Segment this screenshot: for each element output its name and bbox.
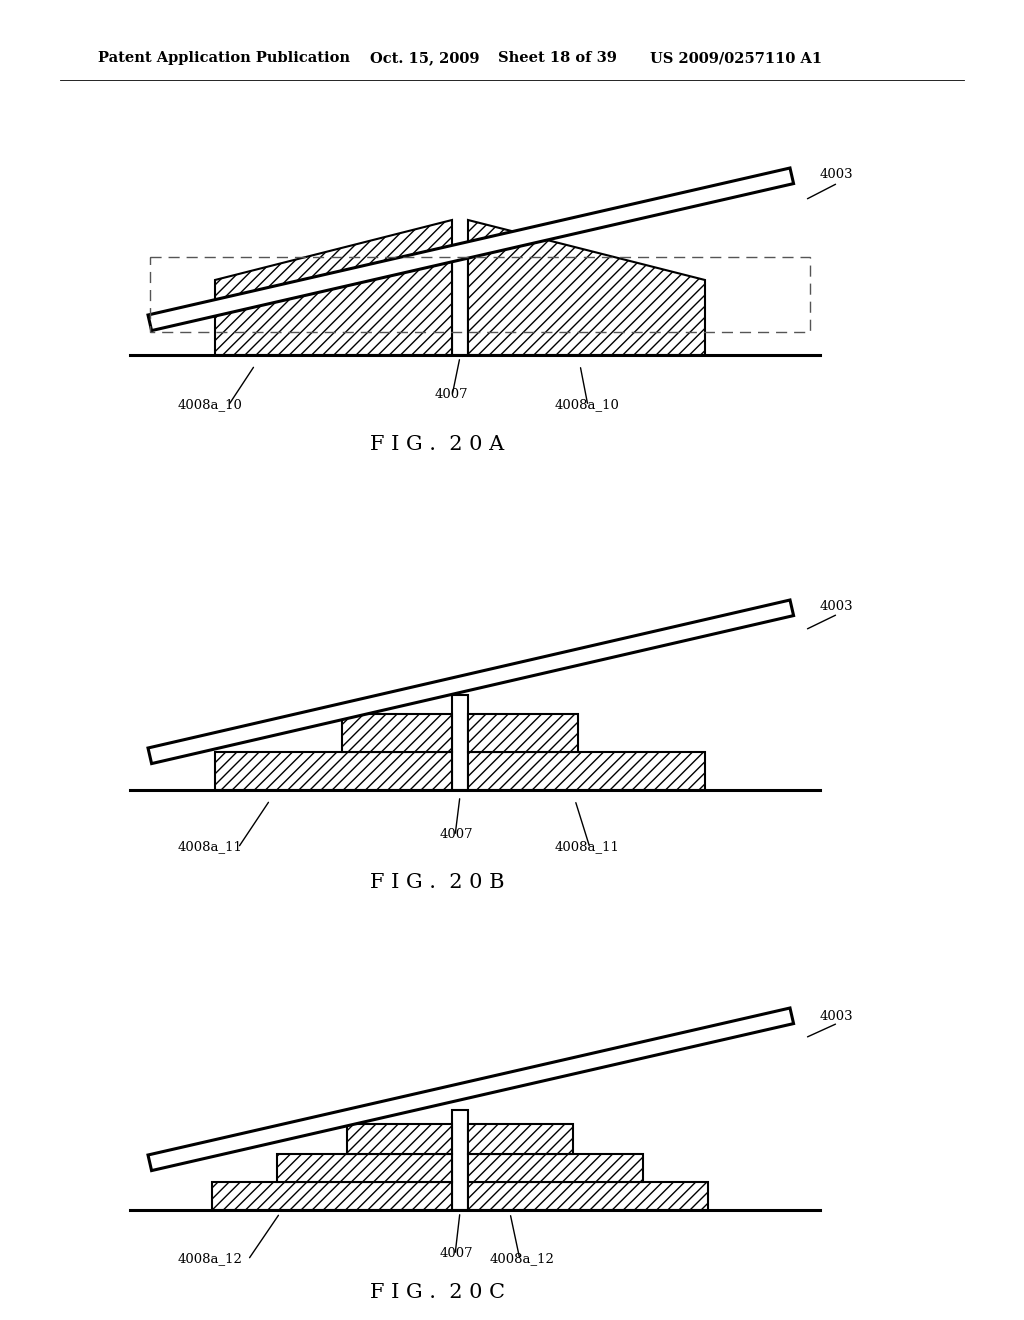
Bar [468,714,578,752]
Bar [452,1110,468,1210]
Text: 4008a_12: 4008a_12 [490,1251,555,1265]
Bar [452,696,468,789]
Text: F I G .  2 0 A: F I G . 2 0 A [370,436,504,454]
Bar [215,752,452,789]
Bar [212,1181,452,1210]
Text: US 2009/0257110 A1: US 2009/0257110 A1 [650,51,822,65]
Bar [342,714,452,752]
Polygon shape [148,168,794,330]
Text: F I G .  2 0 C: F I G . 2 0 C [370,1283,505,1302]
Bar [452,249,468,355]
Text: 4007: 4007 [440,1247,474,1261]
Bar [468,1125,573,1154]
Polygon shape [215,220,452,355]
Text: 4007: 4007 [435,388,469,401]
Text: 4007: 4007 [440,828,474,841]
Text: Sheet 18 of 39: Sheet 18 of 39 [498,51,616,65]
Text: F I G .  2 0 B: F I G . 2 0 B [370,873,505,892]
Text: 4008a_11: 4008a_11 [178,840,243,853]
Text: 4003: 4003 [820,168,854,181]
Polygon shape [148,601,794,763]
Text: Patent Application Publication: Patent Application Publication [98,51,350,65]
Bar [468,1181,708,1210]
Polygon shape [468,220,705,355]
Bar [468,1154,643,1181]
Text: 4008a_10: 4008a_10 [555,399,620,411]
Bar [468,752,705,789]
Text: 4008a_12: 4008a_12 [178,1251,243,1265]
Text: 4003: 4003 [820,601,854,612]
Polygon shape [148,1008,794,1171]
Text: 4003: 4003 [820,1010,854,1023]
Text: 4008a_10: 4008a_10 [178,399,243,411]
Bar [150,257,810,333]
Bar [278,1154,452,1181]
Text: Oct. 15, 2009: Oct. 15, 2009 [370,51,479,65]
Text: 4008a_11: 4008a_11 [555,840,620,853]
Bar [347,1125,452,1154]
